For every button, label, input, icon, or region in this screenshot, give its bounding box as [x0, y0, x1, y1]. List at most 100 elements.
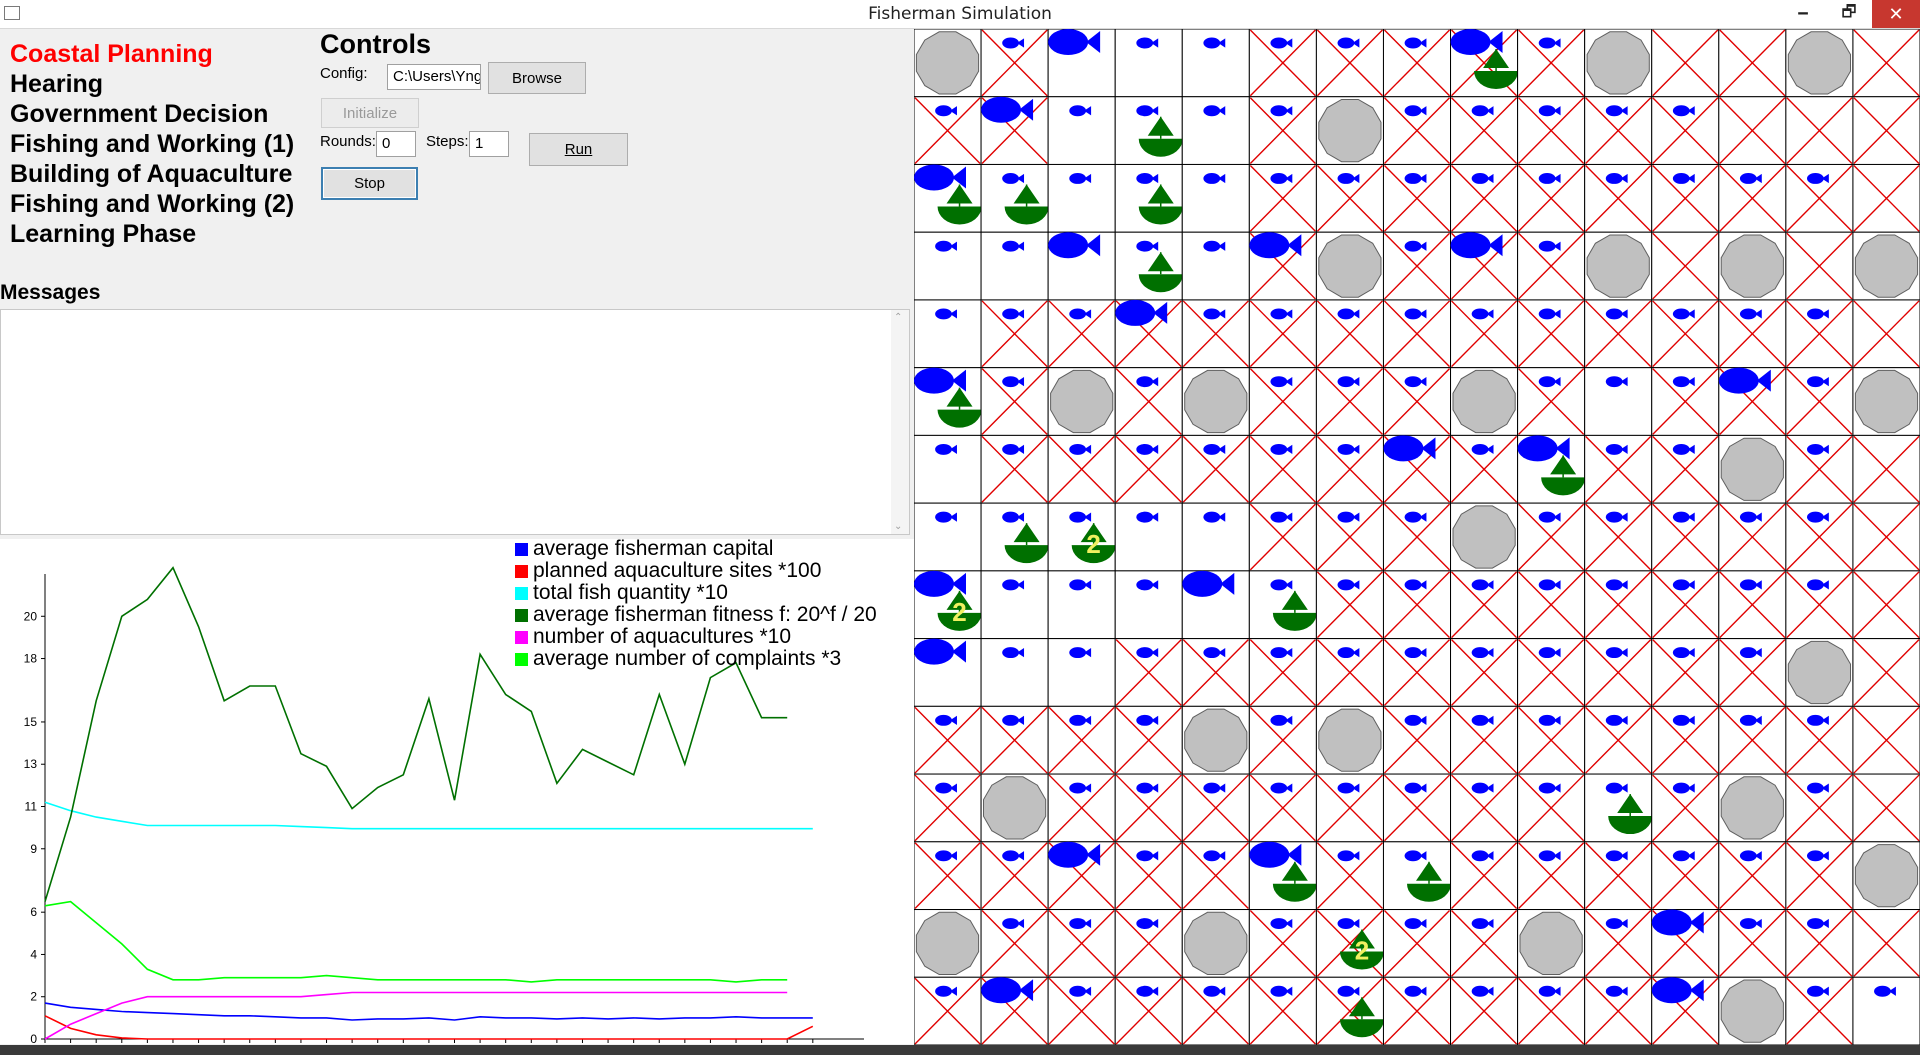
cross-icon: [1451, 164, 1518, 232]
small-fish-icon: [1739, 511, 1757, 523]
fish-tail-icon: [1352, 38, 1360, 48]
fish-tail-icon: [1218, 444, 1226, 455]
fish-tail-icon: [1218, 647, 1226, 658]
browse-button[interactable]: Browse: [488, 62, 586, 94]
fish-tail-icon: [1151, 783, 1159, 793]
small-fish-icon: [1605, 647, 1623, 659]
statistics-chart: 0246911131518200123456789101112131415161…: [24, 539, 877, 1044]
cross-icon: [1518, 706, 1585, 774]
cross-icon: [1249, 910, 1316, 977]
fish-tail-icon: [1553, 377, 1561, 387]
cross-icon: [1048, 842, 1115, 910]
scroll-up-icon[interactable]: ⌃: [894, 312, 903, 323]
fish-tail-icon: [1352, 377, 1360, 387]
cross-icon: [1652, 300, 1719, 368]
small-fish-icon: [1136, 443, 1154, 455]
cross-icon: [981, 97, 1048, 164]
cross-icon: [1719, 29, 1786, 97]
messages-scrollbar[interactable]: ⌃ ⌄: [891, 310, 909, 534]
small-fish-icon: [1605, 714, 1623, 726]
cross-icon: [1316, 435, 1383, 503]
cross-icon: [1182, 435, 1249, 503]
boat-sail-icon: [1281, 861, 1308, 881]
y-tick-label: 9: [30, 842, 37, 856]
cross-icon: [1451, 97, 1518, 164]
small-fish-icon: [1136, 714, 1154, 726]
cross-icon: [1048, 435, 1115, 503]
grid-svg: 2 2 2: [914, 29, 1920, 1045]
cross-icon: [1048, 774, 1115, 842]
small-fish-icon: [1404, 173, 1422, 184]
small-fish-icon: [1807, 579, 1824, 591]
legend-swatch: [515, 609, 528, 622]
fish-tail-icon: [1084, 309, 1092, 319]
cross-icon: [1451, 300, 1518, 368]
rock-icon: [1318, 99, 1382, 163]
initialize-button[interactable]: Initialize: [321, 98, 419, 128]
boat-hull-icon: [1474, 70, 1519, 89]
cross-icon: [1652, 164, 1719, 232]
fish-tail-icon: [1553, 986, 1561, 996]
boat-hull-icon: [937, 409, 982, 428]
run-button[interactable]: Run: [529, 133, 628, 166]
fish-tail-icon: [1151, 715, 1159, 725]
small-fish-icon: [1002, 173, 1019, 184]
messages-textbox[interactable]: ⌃ ⌄: [0, 309, 910, 535]
boat-sail-icon: [1147, 184, 1174, 204]
small-fish-icon: [1136, 647, 1154, 659]
fish-tail-icon: [1218, 106, 1226, 116]
small-fish-icon: [1538, 511, 1556, 523]
fish-tail-icon: [1285, 106, 1293, 116]
fish-tail-icon: [1017, 38, 1025, 48]
small-fish-icon: [1002, 37, 1019, 49]
small-fish-icon: [1069, 173, 1087, 184]
series-line: [44, 1015, 814, 1040]
steps-input[interactable]: 1: [469, 131, 509, 157]
legend-label: average fisherman capital: [533, 539, 773, 560]
maximize-button[interactable]: 🗗: [1841, 1, 1857, 21]
minimize-button[interactable]: 🗕: [1797, 1, 1809, 21]
fish-tail-icon: [1086, 843, 1101, 866]
fish-tail-icon: [1017, 173, 1025, 184]
cross-icon: [1719, 571, 1786, 639]
fish-tail-icon: [1687, 715, 1695, 725]
fish-tail-icon: [1687, 173, 1695, 184]
config-label: Config:: [320, 65, 368, 82]
cross-icon: [981, 368, 1048, 435]
boat-sail-icon: [1147, 252, 1174, 272]
close-button[interactable]: ✕: [1872, 0, 1920, 28]
fish-tail-icon: [1486, 851, 1494, 861]
cross-icon: [1316, 164, 1383, 232]
rounds-input[interactable]: 0: [376, 131, 416, 157]
fish-tail-icon: [1687, 309, 1695, 319]
cross-icon: [1719, 300, 1786, 368]
boat-sail-icon: [1617, 794, 1644, 814]
small-fish-icon: [1672, 308, 1690, 320]
fish-tail-icon: [1285, 309, 1293, 319]
small-fish-icon: [1605, 376, 1623, 388]
cross-icon: [914, 97, 981, 164]
cross-icon: [1249, 232, 1316, 300]
cross-icon: [1182, 639, 1249, 706]
small-fish-icon: [1739, 714, 1757, 726]
cross-icon: [1249, 300, 1316, 368]
small-fish-icon: [1538, 985, 1556, 997]
phase-item: Learning Phase: [10, 220, 197, 248]
cross-icon: [1383, 368, 1451, 435]
fish-tail-icon: [1017, 647, 1025, 658]
cross-icon: [1451, 842, 1518, 910]
fish-tail-icon: [1553, 783, 1561, 793]
small-fish-icon: [1672, 443, 1690, 455]
fish-tail-icon: [1620, 512, 1628, 522]
scroll-down-icon[interactable]: ⌄: [894, 521, 903, 532]
fish-tail-icon: [1419, 647, 1427, 658]
config-path-field[interactable]: C:\Users\Yng: [387, 64, 481, 90]
fish-tail-icon: [1821, 173, 1829, 184]
fish-tail-icon: [1754, 512, 1762, 522]
stop-button[interactable]: Stop: [321, 167, 418, 200]
small-fish-icon: [1404, 647, 1422, 659]
cross-icon: [1786, 774, 1853, 842]
fish-tail-icon: [1352, 512, 1360, 522]
fish-tail-icon: [1821, 309, 1829, 319]
small-fish-icon: [1002, 579, 1019, 591]
